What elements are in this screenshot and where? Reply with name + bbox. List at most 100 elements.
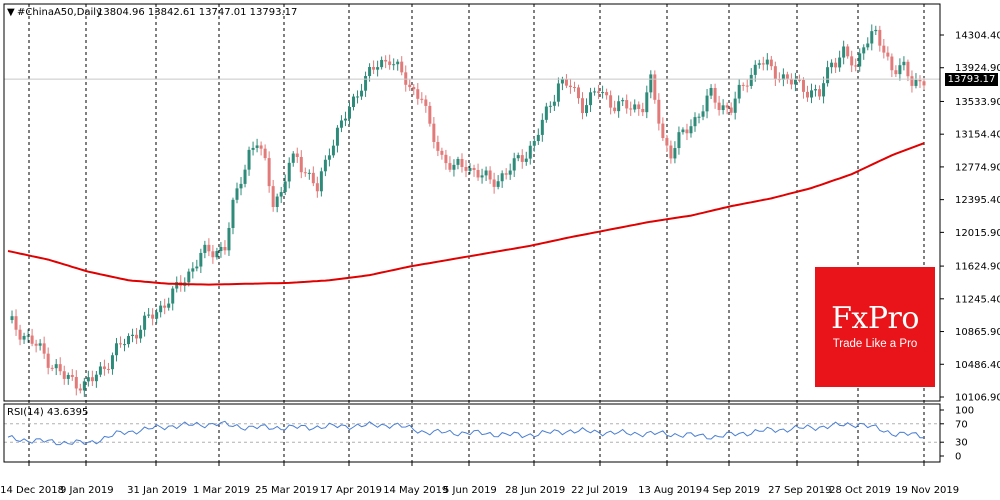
candle-body (826, 67, 830, 84)
candle-body (669, 145, 673, 159)
candle-body (693, 117, 697, 127)
candle-body (303, 172, 307, 174)
candle-body (886, 52, 890, 57)
candle-body (10, 316, 14, 320)
candle-body (621, 100, 625, 102)
candle-body (572, 87, 576, 89)
candle-body (428, 105, 432, 124)
candle-body (548, 105, 552, 107)
candle-body (753, 64, 757, 75)
fxpro-logo: FxPro Trade Like a Pro (815, 267, 935, 387)
candle-body (854, 65, 858, 67)
candle-body (159, 305, 163, 313)
candle-body (625, 100, 629, 109)
candle-body (307, 172, 311, 174)
candle-body (866, 43, 870, 48)
candle-body (283, 181, 287, 193)
candle-body (380, 59, 384, 68)
candle-body (536, 134, 540, 142)
candle-body (251, 147, 255, 150)
grid-lines (28, 4, 925, 462)
candle-body (114, 343, 118, 356)
candle-body (243, 169, 247, 184)
candle-body (781, 74, 785, 80)
candle-body (677, 132, 681, 149)
candle-body (468, 168, 472, 171)
price-tick-label: 13154.40 (955, 130, 1000, 141)
candle-body (822, 83, 826, 97)
rsi-title: RSI(14) 43.6395 (7, 407, 88, 418)
candle-body (191, 268, 195, 272)
candle-body (38, 343, 42, 346)
candle-body (143, 315, 147, 330)
candle-body (645, 92, 649, 113)
candle-body (106, 368, 110, 370)
date-tick-label: 28 Oct 2019 (829, 485, 891, 496)
candle-body (412, 87, 416, 90)
candle-body (729, 107, 733, 113)
candle-body (785, 74, 789, 79)
candle-body (850, 56, 854, 66)
candle-body (110, 355, 114, 370)
rsi-panel-border (3, 403, 941, 463)
candle-body (641, 108, 645, 113)
candle-body (613, 107, 617, 112)
chart-frame (3, 3, 941, 463)
price-tick-label: 11624.90 (955, 262, 1000, 273)
candle-body (757, 63, 761, 65)
candle-body (424, 99, 428, 106)
candle-body (918, 79, 922, 82)
candle-body (416, 89, 420, 99)
date-tick-label: 14 May 2019 (383, 485, 448, 496)
candle-body (372, 67, 376, 70)
rsi-tick-label: 30 (955, 438, 968, 449)
candle-body (215, 251, 219, 258)
candle-body (593, 91, 597, 93)
candle-body (862, 47, 866, 54)
candle-body (360, 90, 364, 97)
candle-body (131, 334, 135, 336)
candle-body (657, 99, 661, 124)
candle-body (408, 84, 412, 88)
candle-body (894, 70, 898, 75)
candle-body (556, 83, 560, 102)
candle-body (219, 246, 223, 252)
candle-body (368, 67, 372, 77)
date-tick-label: 31 Jan 2019 (127, 485, 187, 496)
candle-body (74, 376, 78, 389)
candle-body (50, 367, 54, 369)
candle-body (697, 116, 701, 118)
candle-body (460, 158, 464, 167)
candle-body (906, 61, 910, 77)
candle-body (195, 266, 199, 269)
candle-body (725, 105, 729, 108)
candle-body (356, 96, 360, 98)
rsi-tick-label: 100 (955, 406, 974, 417)
candle-body (540, 119, 544, 135)
candle-body (135, 334, 139, 339)
candle-body (810, 90, 814, 98)
candle-body (299, 156, 303, 173)
candle-body (801, 80, 805, 92)
candle-body (882, 45, 886, 53)
price-tick-label: 10486.40 (955, 360, 1000, 371)
candle-body (452, 164, 456, 170)
candle-body (898, 65, 902, 75)
candle-body (834, 62, 838, 68)
candle-body (275, 196, 279, 208)
candle-body (818, 89, 822, 97)
symbol-arrow-icon[interactable]: ▼ (7, 7, 15, 18)
candle-body (66, 374, 70, 379)
candle-body (14, 316, 18, 330)
price-tick-label: 11245.40 (955, 294, 1000, 305)
candle-body (870, 31, 874, 44)
candle-body (769, 59, 773, 67)
candle-body (18, 329, 22, 340)
candle-body (500, 173, 504, 182)
price-axis: 14304.40 13924.90 13533.90 13154.40 12774.90… (940, 31, 1000, 404)
rsi-line (7, 420, 925, 446)
candle-body (420, 98, 424, 100)
candle-body (464, 166, 468, 171)
candle-body (830, 62, 834, 68)
